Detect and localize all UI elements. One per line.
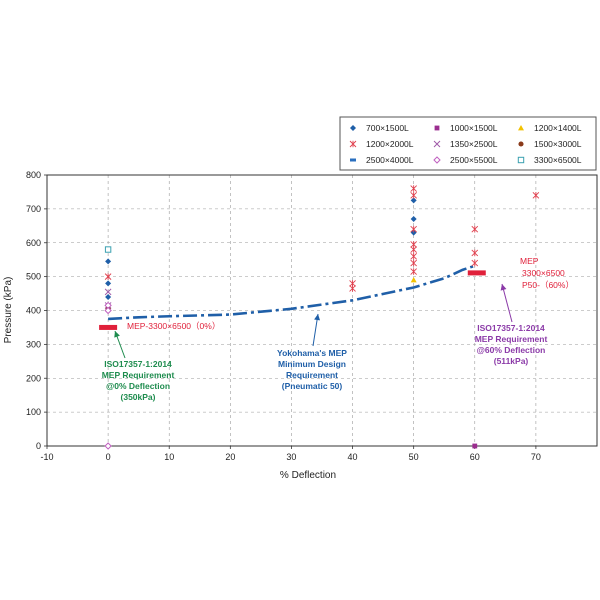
annotation-yokohama-line: Requirement [286,370,338,380]
annotation-iso-60-line: @60% Deflection [477,345,546,355]
legend-marker [433,156,441,164]
annotation-yokohama: Yokohama's MEP Minimum Design Requiremen… [277,348,347,391]
data-point [104,288,112,296]
x-tick-label: 40 [348,452,358,462]
x-tick-label: -10 [40,452,53,462]
y-tick-label: 400 [26,306,41,316]
annotation-mep-60-line: MEP [520,256,539,266]
data-point [410,277,417,283]
requirement-bar [99,324,118,330]
y-tick-label: 500 [26,272,41,282]
legend-marker [433,140,441,148]
legend-marker [517,156,525,164]
y-axis-title: Pressure (kPa) [3,277,14,344]
legend-marker [518,141,524,147]
y-tick-label: 600 [26,238,41,248]
annotation-iso-0-line: ISO17357-1:2014 [104,359,172,369]
data-point [104,306,112,315]
legend-label: 2500×4000L [366,155,414,165]
requirement-bars [99,270,486,330]
x-tick-label: 10 [164,452,174,462]
legend-label: 1500×3000L [534,139,582,149]
legend-marker [434,125,440,131]
data-point [471,259,479,267]
legend-marker [349,140,357,148]
x-tick-label: 20 [225,452,235,462]
data-point [410,252,417,260]
requirement-bar [467,270,486,276]
y-tick-label: 100 [26,407,41,417]
data-point [410,192,417,199]
data-point [105,258,112,265]
arrow-iso-60 [501,283,513,323]
annotation-iso-60-line: ISO17357-1:2014 [477,323,545,333]
x-tick-label: 30 [286,452,296,462]
y-tick-label: 700 [26,204,41,214]
y-tick-label: 200 [26,373,41,383]
legend-label: 1200×1400L [534,123,582,133]
data-points [104,185,540,450]
legend-label: 1000×1500L [450,123,498,133]
grid [47,175,597,446]
y-tick-label: 800 [26,170,41,180]
data-point [105,280,112,287]
legend-marker [350,158,356,162]
legend-label: 3300×6500L [534,155,582,165]
annotation-yokohama-line: Minimum Design [278,359,346,369]
annotation-yokohama-line: Yokohama's MEP [277,348,347,358]
data-point [410,259,417,267]
arrow-iso-60-head [500,284,507,291]
legend-marker [518,125,524,131]
y-tick-label: 0 [36,441,41,451]
data-point [104,442,112,450]
x-tick-label: 0 [106,452,111,462]
data-point [532,192,540,199]
annotation-iso-60-line: (511kPa) [494,356,529,366]
x-tick-label: 60 [470,452,480,462]
legend: 700×1500L 1000×1500L 1200×1400L 1200×2000L 1… [339,116,597,171]
data-point [104,273,112,280]
annotation-arrows [114,283,513,359]
annotation-iso-0-line: @0% Deflection [106,381,170,391]
arrow-iso-0-head [114,331,120,338]
data-point [410,197,417,204]
x-axis-title: % Deflection [280,470,336,481]
legend-box [339,116,597,171]
annotation-mep-0: MEP-3300×6500（0%） [127,321,220,331]
data-point [410,216,417,223]
legend-label: 2500×5500L [450,155,498,165]
annotation-iso-0-line: MEP Requirement [102,370,175,380]
data-point [472,443,478,449]
annotation-mep-60-line: P50-（60%） [522,280,574,290]
annotation-mep-60: MEP 3300×6500 P50-（60%） [520,256,574,290]
annotation-iso-60: ISO17357-1:2014 MEP Requirement @60% Def… [475,323,548,366]
annotation-iso-60-line: MEP Requirement [475,334,548,344]
annotation-iso-0-line: (350kPa) [121,392,156,402]
data-point [410,225,417,233]
data-point [349,285,356,292]
data-point [410,246,417,253]
legend-label: 700×1500L [366,123,409,133]
data-point [104,246,112,253]
x-tick-label: 50 [409,452,419,462]
mep-curve [108,264,476,321]
annotation-mep-60-line: 3300×6500 [522,268,565,278]
legend-marker [350,125,356,131]
legend-label: 1200×2000L [366,139,414,149]
data-point [471,249,479,257]
data-point [105,293,112,300]
data-point [410,268,417,275]
y-tick-label: 300 [26,339,41,349]
data-point [471,225,479,233]
annotation-yokohama-line: (Pneumatic 50) [282,381,343,391]
legend-label: 1350×2500L [450,139,498,149]
arrow-yokohama-head [314,314,321,321]
annotation-iso-0: ISO17357-1:2014 MEP Requirement @0% Defl… [102,359,175,402]
data-point [410,185,417,192]
x-tick-label: 70 [531,452,541,462]
mep-curve-line [108,264,476,321]
